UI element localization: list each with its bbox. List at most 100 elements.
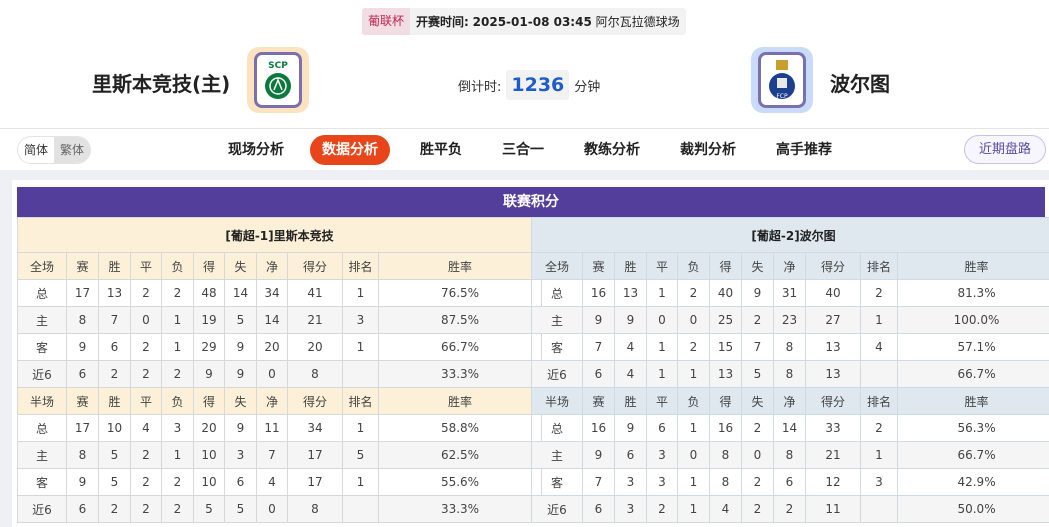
column-header: 赛 xyxy=(66,387,99,415)
home-team-logo[interactable]: SCP xyxy=(247,47,309,113)
table-cell: 33.3% xyxy=(378,495,542,523)
row-label: 近6 xyxy=(17,360,67,388)
table-cell: 8 xyxy=(709,441,742,469)
table-cell xyxy=(860,360,898,388)
table-row: 主 8 5 2 1 10 3 7 17 5 62.5% xyxy=(17,441,542,469)
table-cell: 7 xyxy=(582,333,615,361)
table-cell: 12 xyxy=(805,468,861,496)
full-header-row: 全场赛胜平负得失净得分 排名 胜率 xyxy=(17,252,542,280)
table-cell: 3 xyxy=(860,468,898,496)
table-cell: 29 xyxy=(193,333,225,361)
column-header: 胜率 xyxy=(378,252,542,280)
table-cell: 6 xyxy=(66,360,99,388)
sporting-crest-icon: SCP xyxy=(265,61,291,99)
table-cell: 1 xyxy=(646,279,678,307)
table-row: 客 7 3 3 1 8 2 6 12 3 42.9% xyxy=(531,468,1049,496)
column-header: 排名 xyxy=(342,387,379,415)
table-cell: 33 xyxy=(805,414,861,442)
row-label: 主 xyxy=(531,441,583,469)
table-cell: 11 xyxy=(256,414,288,442)
lang-simplified[interactable]: 简体 xyxy=(24,143,49,157)
column-header: 平 xyxy=(646,387,678,415)
home-standings-table: [葡超-1]里斯本竞技 全场赛胜平负得失净得分 排名 胜率总 17 13 2 2 48 14 34 4… xyxy=(17,217,542,523)
table-cell: 50.0% xyxy=(896,495,1049,523)
column-header: 失 xyxy=(741,387,774,415)
table-cell: 1 xyxy=(161,441,194,469)
table-cell: 8 xyxy=(773,360,806,388)
table-cell: 16 xyxy=(709,414,742,442)
table-cell: 21 xyxy=(287,306,343,334)
column-header: 失 xyxy=(224,252,257,280)
row-label: 主 xyxy=(531,306,583,334)
section-label: 全场 xyxy=(531,252,583,280)
table-cell: 0 xyxy=(677,441,710,469)
table-cell: 2 xyxy=(773,495,806,523)
kickoff-label: 开赛时间: xyxy=(416,15,469,29)
row-label: 主 xyxy=(17,306,67,334)
tab-5[interactable]: 裁判分析 xyxy=(680,142,736,158)
table-cell: 17 xyxy=(66,279,99,307)
away-standings-table: [葡超-2]波尔图 全场赛胜平负得失净得分 排名 胜率总 16 13 1 2 40 9 31 40 2 8… xyxy=(530,217,1049,523)
row-label: 近6 xyxy=(531,495,583,523)
table-cell: 17 xyxy=(287,468,343,496)
row-label: 客 xyxy=(531,468,583,496)
tab-1[interactable]: 数据分析 xyxy=(310,135,390,165)
table-cell: 2 xyxy=(130,495,162,523)
table-cell: 1 xyxy=(677,414,710,442)
row-label: 客 xyxy=(17,333,67,361)
table-cell: 58.8% xyxy=(378,414,542,442)
match-info: 葡联杯 开赛时间: 2025-01-08 03:45 阿尔瓦拉德球场 xyxy=(362,8,686,35)
table-cell: 2 xyxy=(860,279,898,307)
table-cell: 40 xyxy=(709,279,742,307)
table-cell: 87.5% xyxy=(378,306,542,334)
home-team-name[interactable]: 里斯本竞技(主) xyxy=(92,72,231,96)
table-cell: 21 xyxy=(805,441,861,469)
table-cell: 1 xyxy=(342,414,379,442)
column-header: 平 xyxy=(646,252,678,280)
column-header: 净 xyxy=(256,387,288,415)
language-toggle[interactable]: 简体 繁体 xyxy=(17,136,92,164)
table-cell: 34 xyxy=(256,279,288,307)
table-cell: 81.3% xyxy=(896,279,1049,307)
table-cell: 16 xyxy=(582,414,615,442)
column-header: 得分 xyxy=(287,252,343,280)
column-header: 胜率 xyxy=(378,387,542,415)
table-row: 近6 6 3 2 1 4 2 2 11 50.0% xyxy=(531,495,1049,523)
away-team-name[interactable]: 波尔图 xyxy=(830,72,890,96)
table-cell: 13 xyxy=(98,279,131,307)
table-cell: 1 xyxy=(860,306,898,334)
svg-text:SCP: SCP xyxy=(268,61,288,71)
away-team-logo[interactable]: FCP xyxy=(751,47,813,113)
table-cell: 11 xyxy=(805,495,861,523)
table-cell: 2 xyxy=(98,360,131,388)
table-cell: 34 xyxy=(287,414,343,442)
table-cell: 6 xyxy=(582,495,615,523)
table-cell: 0 xyxy=(741,441,774,469)
column-header: 得分 xyxy=(287,387,343,415)
column-header: 胜率 xyxy=(896,252,1049,280)
lang-traditional[interactable]: 繁体 xyxy=(54,137,91,163)
tab-4[interactable]: 教练分析 xyxy=(584,142,640,158)
table-cell: 13 xyxy=(805,360,861,388)
table-cell: 2 xyxy=(741,306,774,334)
column-header: 排名 xyxy=(860,252,898,280)
tab-0[interactable]: 现场分析 xyxy=(228,142,284,158)
table-row: 近6 6 2 2 2 5 5 0 8 33.3% xyxy=(17,495,542,523)
column-header: 负 xyxy=(161,387,194,415)
column-header: 失 xyxy=(224,387,257,415)
table-cell: 9 xyxy=(224,360,257,388)
table-row: 主 9 9 0 0 25 2 23 27 1 100.0% xyxy=(531,306,1049,334)
table-cell: 1 xyxy=(646,333,678,361)
competition-badge[interactable]: 葡联杯 xyxy=(362,8,411,35)
table-cell: 20 xyxy=(256,333,288,361)
recent-odds-button[interactable]: 近期盘路 xyxy=(964,135,1046,164)
tab-2[interactable]: 胜平负 xyxy=(420,142,462,158)
table-cell: 7 xyxy=(98,306,131,334)
table-cell: 2 xyxy=(646,495,678,523)
table-cell: 8 xyxy=(287,360,343,388)
table-cell: 62.5% xyxy=(378,441,542,469)
tab-3[interactable]: 三合一 xyxy=(502,142,544,158)
column-header: 负 xyxy=(677,387,710,415)
tab-6[interactable]: 高手推荐 xyxy=(776,142,832,158)
table-cell: 4 xyxy=(614,360,647,388)
